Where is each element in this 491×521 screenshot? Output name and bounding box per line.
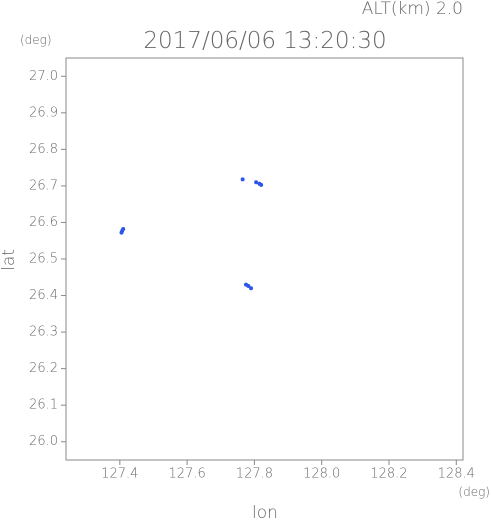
x-tick-label: 127.4 — [101, 467, 138, 482]
y-tick-label: 26.6 — [29, 215, 58, 230]
chart-title: 2017/06/06 13:20:30 — [143, 28, 386, 54]
x-axis-label: lon — [252, 503, 278, 521]
x-unit: (deg) — [458, 485, 490, 499]
data-point — [254, 180, 259, 185]
y-tick-label: 26.0 — [29, 434, 58, 449]
data-point — [246, 284, 251, 289]
y-tick-label: 26.8 — [29, 142, 58, 157]
x-tick-label: 128.0 — [303, 467, 340, 482]
x-tick-label: 128.2 — [370, 467, 407, 482]
data-point — [240, 177, 245, 182]
y-tick-label: 26.1 — [29, 398, 58, 413]
y-tick-label: 26.4 — [29, 288, 58, 303]
x-tick-label: 127.8 — [236, 467, 273, 482]
y-tick-label: 26.2 — [29, 361, 58, 376]
y-axis-label: lat — [0, 249, 19, 271]
y-tick-label: 26.7 — [29, 178, 58, 193]
y-unit: (deg) — [20, 33, 52, 47]
x-tick-label: 127.6 — [169, 467, 206, 482]
data-point — [259, 182, 264, 187]
data-point — [249, 286, 254, 291]
y-tick-label: 26.5 — [29, 252, 58, 267]
y-tick-label: 27.0 — [29, 69, 58, 84]
chart-subtitle: ALT(km) 2.0 — [362, 0, 463, 19]
x-tick-label: 128.4 — [438, 467, 475, 482]
plot-frame — [65, 57, 464, 461]
y-tick-label: 26.3 — [29, 325, 58, 340]
data-point — [121, 227, 126, 232]
y-tick-label: 26.9 — [29, 105, 58, 120]
